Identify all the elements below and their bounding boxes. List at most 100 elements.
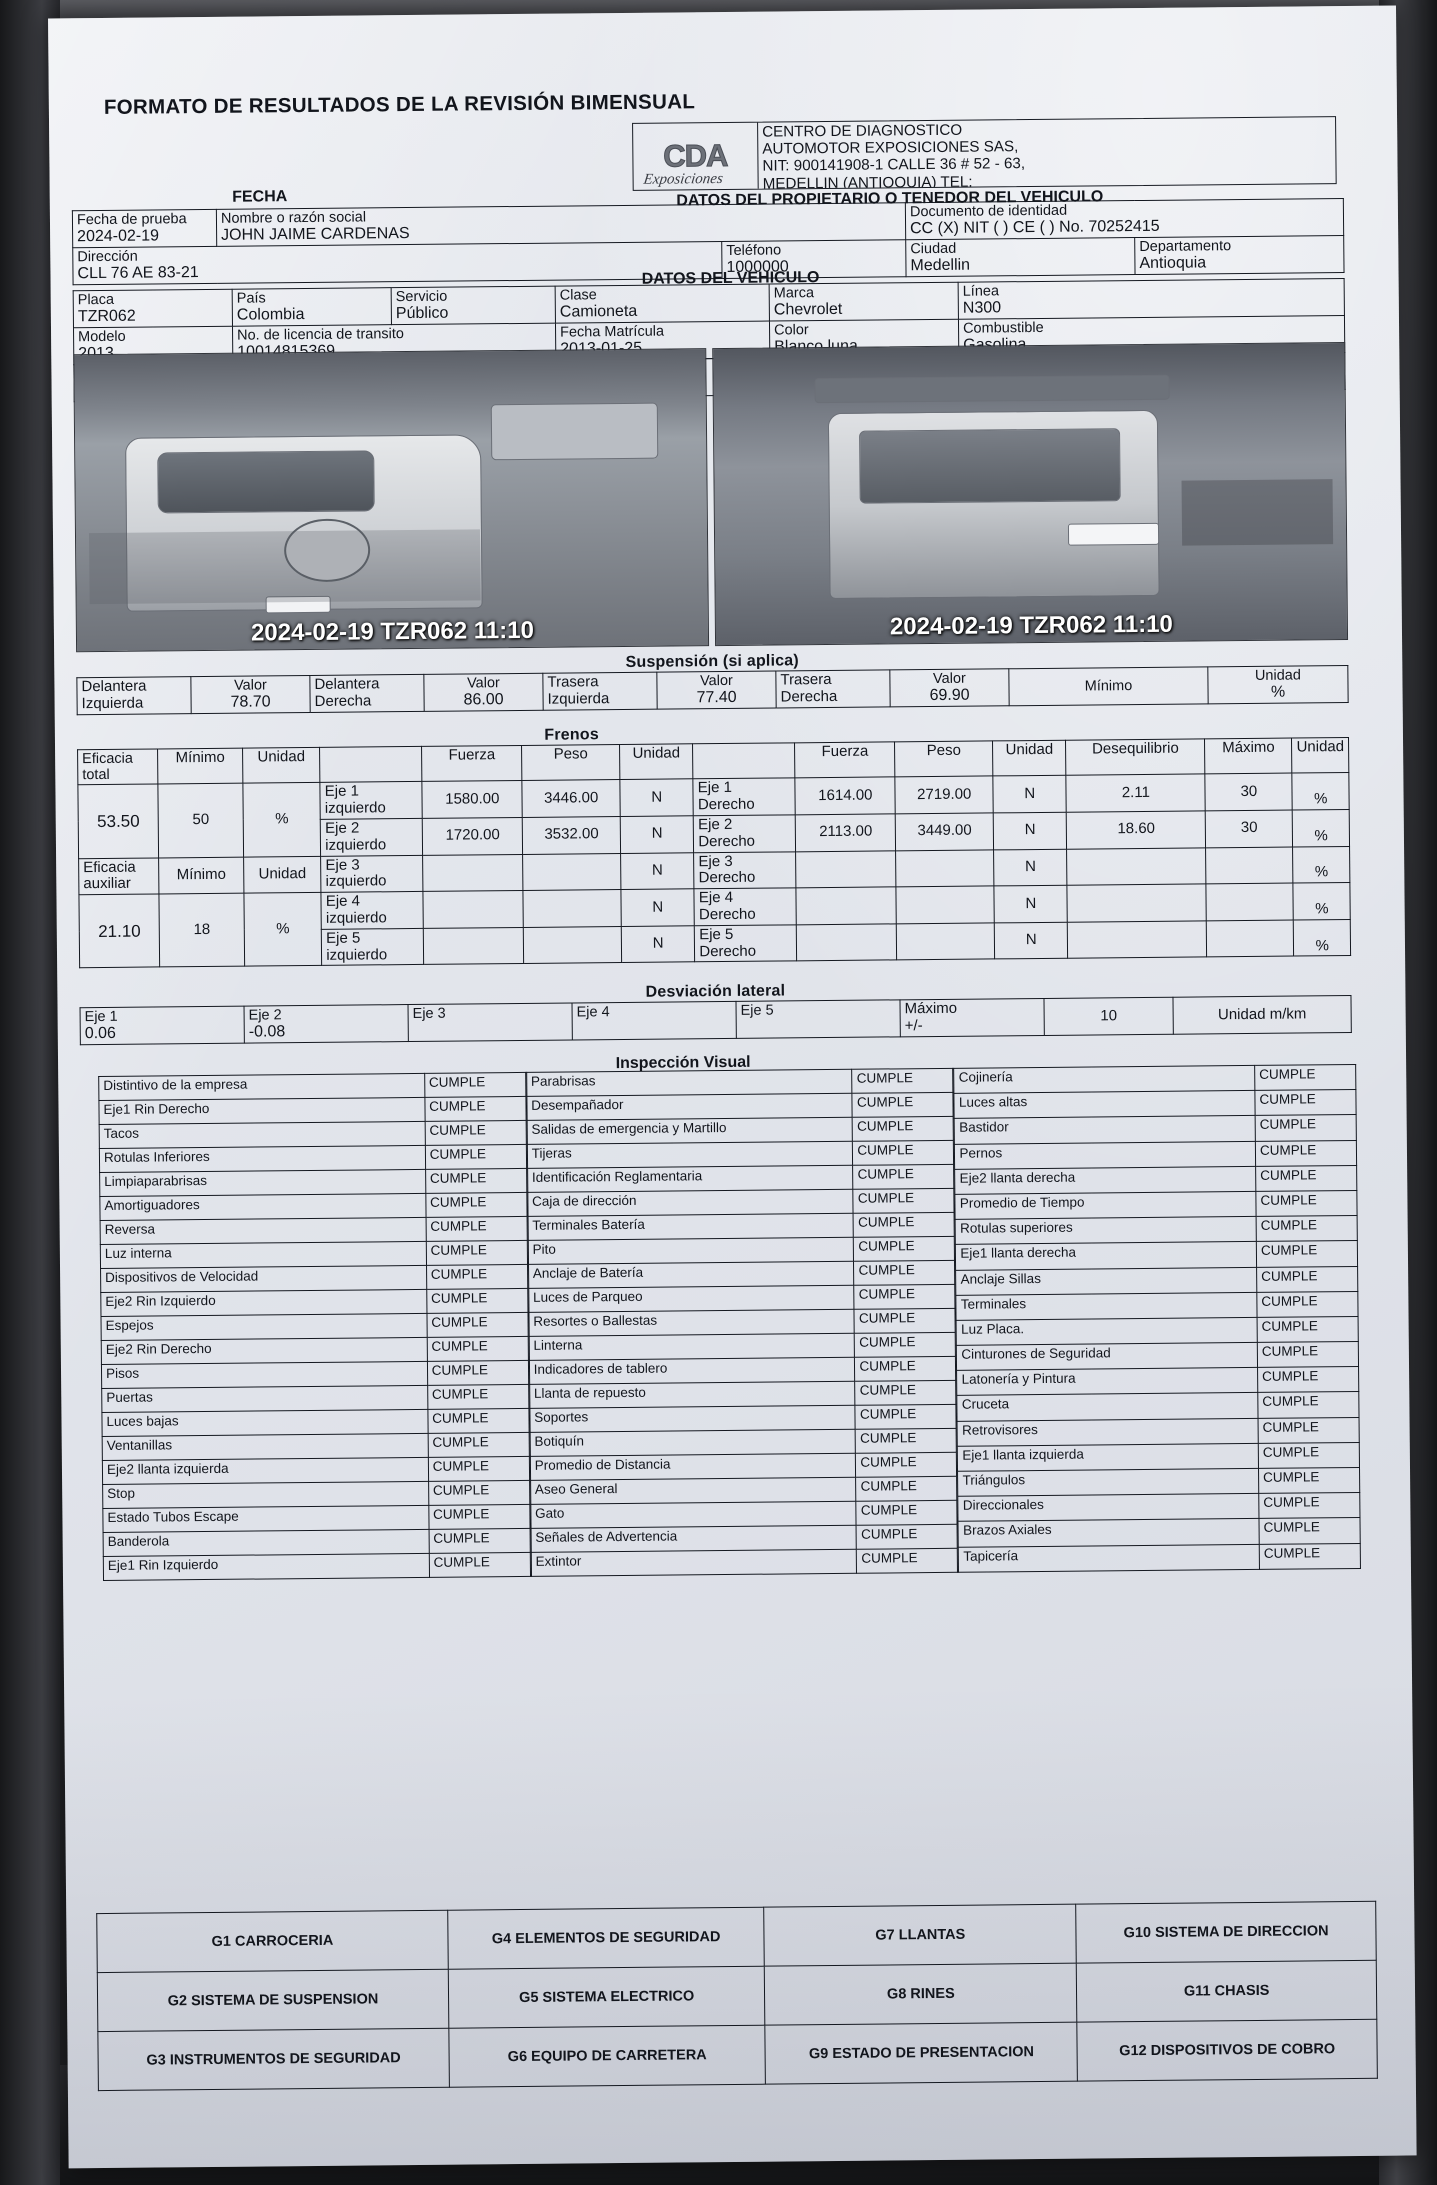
inspection-row: Luces altas CUMPLE (954, 1089, 1357, 1119)
inspection-result: CUMPLE (427, 1408, 529, 1434)
inspection-row: Promedio de Tiempo CUMPLE (955, 1190, 1358, 1220)
inspection-result: CUMPLE (429, 1552, 531, 1578)
inspection-result: CUMPLE (856, 1524, 958, 1550)
inspection-result: CUMPLE (424, 1072, 526, 1098)
inspection-row: Tapicería CUMPLE (958, 1543, 1361, 1573)
col-unidad-2: Unidad (1291, 737, 1349, 774)
col-unidad-right: Unidad (992, 740, 1067, 777)
value-eficacia-auxiliar: 21.10 (78, 894, 160, 969)
cell-marca: Marca Chevrolet (769, 282, 959, 322)
inspection-item: Retrovisores (957, 1418, 1259, 1447)
label-departamento: Departamento (1139, 238, 1232, 256)
inspection-item: Anclaje Sillas (956, 1266, 1257, 1295)
brake-left-axle-label: Eje 4 izquierdo (321, 891, 424, 930)
value-eficacia-total: 53.50 (77, 784, 159, 859)
inspection-row: Brazos Axiales CUMPLE (958, 1517, 1361, 1547)
suspension-label-0: Delantera Izquierda (76, 676, 192, 715)
value-placa: TZR062 (77, 307, 136, 326)
inspection-item: Tapicería (958, 1543, 1260, 1573)
suspension-label-3: Trasera Derecha (775, 669, 891, 709)
inspection-result: CUMPLE (1255, 1114, 1357, 1141)
brake-right-fuerza: 1614.00 (795, 777, 896, 815)
inspection-row: Terminales CUMPLE (956, 1291, 1359, 1321)
brake-right-axle-label: Eje 4 Derecho (694, 887, 797, 926)
brake-left-peso (523, 926, 622, 964)
group-cell[interactable]: G2 SISTEMA DE SUSPENSION (97, 1969, 449, 2032)
group-cell[interactable]: G5 SISTEMA ELECTRICO (448, 1966, 766, 2029)
inspection-item: Señales de Advertencia (530, 1525, 857, 1553)
company-line-4: MEDELLIN (ANTIOQUIA) TEL: (762, 173, 973, 189)
brake-maximo: 30 (1205, 810, 1293, 848)
brake-right-fuerza (796, 887, 897, 925)
inspection-item: Caja de dirección (527, 1189, 854, 1217)
group-cell[interactable]: G6 EQUIPO DE CARRETERA (448, 2025, 766, 2088)
inspection-row: Luz Placa. CUMPLE (956, 1316, 1359, 1346)
cell-documento: Documento de identidad CC (X) NIT ( ) CE… (905, 198, 1344, 240)
inspection-item: Terminales (956, 1292, 1258, 1321)
inspection-item: Cruceta (957, 1392, 1259, 1421)
inspection-result: CUMPLE (856, 1476, 958, 1502)
group-cell[interactable]: G8 RINES (764, 1963, 1078, 2026)
group-cell[interactable]: G3 INSTRUMENTOS DE SEGURIDAD (97, 2028, 450, 2091)
inspection-result: CUMPLE (426, 1312, 528, 1338)
suspension-value-0: Valor 78.70 (190, 675, 311, 714)
suspension-label-2: Trasera Izquierda (542, 672, 658, 711)
company-header-box: CDA Exposiciones CENTRO DE DIAGNOSTICO A… (632, 116, 1337, 191)
col-desequilibrio: Desequilibrio (1065, 738, 1206, 776)
inspection-row: Triángulos CUMPLE (957, 1467, 1360, 1497)
deviation-maximo-label: Máximo +/- (899, 998, 1045, 1037)
inspection-row: Extintor CUMPLE (530, 1548, 958, 1577)
visual-inspection-col-2: Parabrisas CUMPLE Desempañador CUMPLE Salida… (526, 1068, 959, 1577)
company-address-block: CENTRO DE DIAGNOSTICO AUTOMOTOR EXPOSICI… (758, 120, 1029, 189)
inspection-row: Cojinería CUMPLE (954, 1064, 1356, 1094)
brake-unidad: % (1292, 809, 1350, 847)
inspection-item: Triángulos (957, 1468, 1259, 1497)
photo-timestamp: 2024-02-19 TZR062 11:10 (250, 616, 534, 647)
inspection-item: Salidas de emergencia y Martillo (526, 1117, 853, 1145)
inspection-result: CUMPLE (856, 1548, 958, 1574)
group-cell[interactable]: G4 ELEMENTOS DE SEGURIDAD (447, 1907, 765, 1970)
group-cell[interactable]: G7 LLANTAS (764, 1904, 1077, 1967)
brake-right-unidad: N (993, 812, 1067, 850)
cda-logo-icon: CDA Exposiciones (633, 122, 759, 190)
vehicle-photos: 2024-02-19 TZR062 11:10 2024-02-19 TZR06… (73, 342, 1349, 653)
brake-desequilibrio (1067, 884, 1207, 922)
group-cell[interactable]: G12 DISPOSITIVOS DE COBRO (1077, 2019, 1378, 2082)
brake-right-axle-label: Eje 5 Derecho (694, 924, 797, 963)
inspection-row: Retrovisores CUMPLE (957, 1417, 1360, 1447)
inspection-item: Resortes o Ballestas (528, 1309, 855, 1337)
inspection-result: CUMPLE (853, 1260, 956, 1286)
label-eficacia-aux-unit: Unidad (243, 855, 322, 894)
group-cell[interactable]: G11 CHASIS (1076, 1960, 1377, 2023)
inspection-item: Cinturones de Seguridad (956, 1342, 1258, 1371)
value-fecha-prueba: 2024-02-19 (77, 227, 160, 246)
inspection-item: Linterna (528, 1333, 855, 1361)
brake-left-unidad: N (619, 779, 694, 817)
group-cell[interactable]: G10 SISTEMA DE DIRECCION (1075, 1901, 1377, 1964)
inspection-result: CUMPLE (856, 1500, 958, 1526)
brake-left-axle-label: Eje 2 izquierdo (320, 818, 423, 856)
inspection-item: Pernos (954, 1140, 1256, 1170)
inspection-row: Cinturones de Seguridad CUMPLE (956, 1341, 1359, 1371)
col-peso-left: Peso (521, 744, 620, 781)
inspection-item: Espejos (100, 1313, 427, 1341)
value-departamento: Antioquia (1139, 254, 1207, 273)
section-fecha-label: FECHA (232, 188, 288, 206)
deviation-axle-2: Eje 2 -0.08 (244, 1004, 409, 1044)
group-cell[interactable]: G9 ESTADO DE PRESENTACION (765, 2022, 1078, 2085)
inspection-result: CUMPLE (426, 1240, 528, 1266)
inspection-result: CUMPLE (1254, 1089, 1357, 1116)
group-cell[interactable]: G1 CARROCERIA (96, 1910, 449, 1973)
inspection-item: Luces bajas (101, 1409, 428, 1437)
backdrop-left-edge (0, 0, 60, 2185)
spacer-cell-right (692, 742, 796, 780)
value-eficacia-aux-min: 18 (159, 893, 245, 968)
brake-left-peso (522, 853, 622, 891)
inspection-item: Limpiaparabrisas (99, 1169, 426, 1197)
inspection-result: CUMPLE (1255, 1190, 1358, 1217)
inspection-row: Eje1 Rin Izquierdo CUMPLE (103, 1552, 531, 1581)
brake-unidad: % (1292, 772, 1350, 811)
inspection-item: Luces altas (954, 1090, 1256, 1119)
vehicle-photo-rear: 2024-02-19 TZR062 11:10 (712, 342, 1349, 647)
inspection-result: CUMPLE (425, 1192, 527, 1218)
